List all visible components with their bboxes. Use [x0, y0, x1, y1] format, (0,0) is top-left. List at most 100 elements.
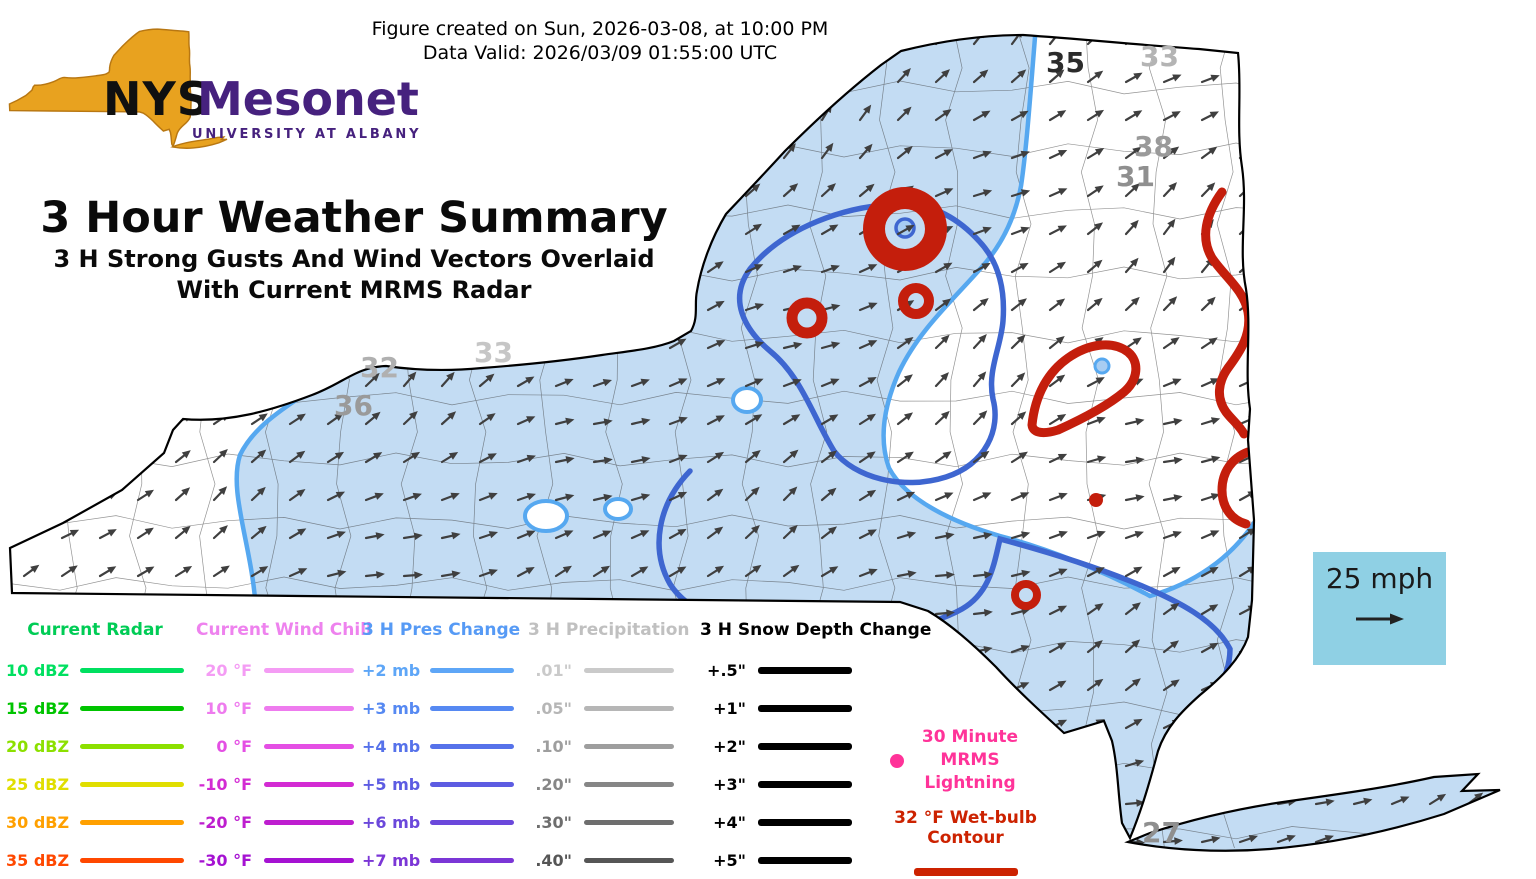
- wetbulb-label: 32 °F Wet-bulb Contour: [858, 808, 1073, 848]
- legend-item-label: 10 °F: [196, 699, 252, 718]
- legend-rows: 10 dBZ 15 dBZ 20 dBZ 25 dBZ 30 dBZ 35 dBZ: [6, 651, 184, 879]
- legend-column-title: Current Wind Chill: [196, 620, 354, 640]
- legend-item: +7 mb: [362, 841, 514, 879]
- legend-item-swatch: [584, 744, 674, 749]
- legend-item: .30": [528, 803, 674, 841]
- legend-item-label: 20 dBZ: [6, 737, 68, 756]
- legend-item-label: -30 °F: [196, 851, 252, 870]
- legend-item-swatch: [264, 858, 354, 863]
- legend-item-label: +2 mb: [362, 661, 418, 680]
- legend-item-label: 20 °F: [196, 661, 252, 680]
- legend-item-label: +.5": [700, 661, 746, 680]
- gust-value-label: 33: [474, 336, 513, 369]
- legend-item-label: -10 °F: [196, 775, 252, 794]
- legend-item-label: 30 dBZ: [6, 813, 68, 832]
- legend-column: 3 H Pres Change +2 mb+3 mb+4 mb+5 mb+6 m…: [362, 620, 514, 879]
- figure-created-text: Figure created on Sun, 2026-03-08, at 10…: [330, 18, 870, 40]
- legend-item-swatch: [584, 820, 674, 825]
- legend-item-swatch: [264, 820, 354, 825]
- legend-item: -20 °F: [196, 803, 354, 841]
- legend-item-swatch: [430, 668, 514, 673]
- gust-value-label: 35: [1046, 46, 1085, 79]
- legend-item-swatch: [758, 705, 852, 712]
- long-island-fill: [1128, 774, 1500, 851]
- gust-value-label: 33: [1140, 40, 1179, 73]
- legend-item-swatch: [584, 668, 674, 673]
- lightning-label-line: Lightning: [880, 772, 1060, 795]
- legend-item: 30 dBZ: [6, 803, 184, 841]
- legend-item: +3": [700, 765, 852, 803]
- wind-scale-box: 25 mph: [1313, 552, 1446, 665]
- figure-title: 3 Hour Weather Summary: [40, 192, 668, 244]
- legend-item-label: +2": [700, 737, 746, 756]
- legend-column-title: 3 H Snow Depth Change: [700, 620, 852, 640]
- legend-item-label: .30": [528, 813, 572, 832]
- legend-item-swatch: [264, 706, 354, 711]
- legend-item: 20 dBZ: [6, 727, 184, 765]
- legend-item-label: +5 mb: [362, 775, 418, 794]
- legend-item-swatch: [264, 744, 354, 749]
- gust-value-label: 27: [1142, 816, 1181, 849]
- wind-scale-arrow-icon: [1352, 611, 1408, 627]
- legend-item-label: +4 mb: [362, 737, 418, 756]
- legend-item: +6 mb: [362, 803, 514, 841]
- lightning-dot-icon: [890, 754, 904, 768]
- wetbulb-block: 32 °F Wet-bulb Contour: [858, 808, 1073, 876]
- legend-item-label: 10 dBZ: [6, 661, 68, 680]
- legend-item-label: .20": [528, 775, 572, 794]
- data-valid-text: Data Valid: 2026/03/09 01:55:00 UTC: [330, 42, 870, 64]
- logo-nys-text: NYS: [103, 72, 211, 126]
- legend-item-label: +3 mb: [362, 699, 418, 718]
- legend-item-swatch: [80, 706, 184, 711]
- legend-item: -30 °F: [196, 841, 354, 879]
- legend-item-swatch: [80, 782, 184, 787]
- legend-item-swatch: [430, 820, 514, 825]
- legend-column-title: Current Radar: [6, 620, 184, 640]
- legend-item: +2 mb: [362, 651, 514, 689]
- legend-item-swatch: [758, 781, 852, 788]
- legend-item-swatch: [80, 668, 184, 673]
- gust-value-label: 32: [360, 351, 399, 384]
- lightning-label-line: 30 Minute: [880, 726, 1060, 749]
- title-block: 3 Hour Weather Summary 3 H Strong Gusts …: [40, 192, 668, 306]
- legend-item: +2": [700, 727, 852, 765]
- wind-scale-label: 25 mph: [1313, 562, 1446, 595]
- legend-item-swatch: [80, 744, 184, 749]
- legend-item: 15 dBZ: [6, 689, 184, 727]
- legend-item-swatch: [584, 858, 674, 863]
- legend-column: Current Radar 10 dBZ 15 dBZ 20 dBZ 25 dBZ 30…: [6, 620, 184, 879]
- legend-item: +4 mb: [362, 727, 514, 765]
- legend-item-label: 25 dBZ: [6, 775, 68, 794]
- legend-item-swatch: [430, 858, 514, 863]
- legend-item: .10": [528, 727, 674, 765]
- legend-item-swatch: [264, 668, 354, 673]
- legend-item: +.5": [700, 651, 852, 689]
- legend-item: .01": [528, 651, 674, 689]
- legend-rows: +2 mb +3 mb +4 mb +5 mb +6 mb +7 mb: [362, 651, 514, 879]
- legend: Current Radar 10 dBZ 15 dBZ 20 dBZ 25 dBZ 30…: [0, 612, 1100, 876]
- legend-item-label: 35 dBZ: [6, 851, 68, 870]
- lightning-label-line: MRMS: [880, 749, 1060, 772]
- legend-column: 3 H Snow Depth Change +.5" +1" +2" +3"+4"+5…: [700, 620, 852, 879]
- legend-item-label: 0 °F: [196, 737, 252, 756]
- legend-item: +1": [700, 689, 852, 727]
- legend-rows: 20 °F 10 °F 0 °F -10 °F -20 °F -30 °F: [196, 651, 354, 879]
- legend-item: +5": [700, 841, 852, 879]
- legend-item-swatch: [758, 857, 852, 864]
- legend-item-swatch: [430, 782, 514, 787]
- figure-subtitle-2: With Current MRMS Radar: [40, 275, 668, 306]
- legend-item-swatch: [430, 706, 514, 711]
- legend-item: 10 °F: [196, 689, 354, 727]
- legend-item-label: 15 dBZ: [6, 699, 68, 718]
- legend-item: +4": [700, 803, 852, 841]
- figure-subtitle-1: 3 H Strong Gusts And Wind Vectors Overla…: [40, 244, 668, 275]
- legend-column-title: 3 H Precipitation: [528, 620, 674, 640]
- legend-item-label: +6 mb: [362, 813, 418, 832]
- legend-item-label: +7 mb: [362, 851, 418, 870]
- legend-item-swatch: [80, 858, 184, 863]
- legend-item: 20 °F: [196, 651, 354, 689]
- legend-item: .05": [528, 689, 674, 727]
